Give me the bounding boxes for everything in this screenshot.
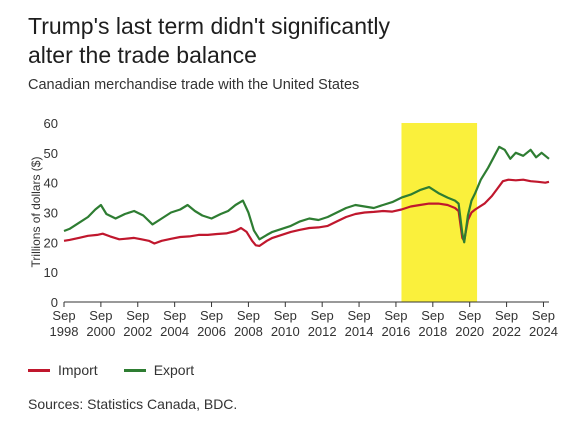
x-tick-label-month: Sep (89, 308, 112, 323)
x-tick-label-month: Sep (495, 308, 518, 323)
y-axis-label: Trillions of dollars ($) (29, 157, 43, 268)
y-tick-label: 60 (44, 116, 58, 131)
x-tick-label-year: 2014 (345, 324, 374, 339)
x-tick-label-month: Sep (200, 308, 223, 323)
x-tick-label-year: 2018 (418, 324, 447, 339)
trade-line-chart: 0102030405060Sep1998Sep2000Sep2002Sep200… (29, 116, 558, 339)
chart-title-line-1: Trump's last term didn't significantly (28, 13, 390, 39)
y-tick-label: 20 (44, 235, 58, 250)
x-tick-label-year: 2022 (492, 324, 521, 339)
x-tick-label-year: 2006 (197, 324, 226, 339)
x-tick-label-year: 1998 (50, 324, 79, 339)
x-tick-label-month: Sep (384, 308, 407, 323)
y-tick-label: 10 (44, 265, 58, 280)
x-tick-label-year: 2004 (160, 324, 189, 339)
x-tick-label-month: Sep (163, 308, 186, 323)
chart-title: Trump's last term didn't significantly a… (28, 12, 548, 70)
x-tick-label-month: Sep (274, 308, 297, 323)
x-tick-label-month: Sep (311, 308, 334, 323)
legend: Import Export (28, 362, 194, 378)
legend-item-export: Export (123, 362, 195, 378)
y-tick-label: 30 (44, 206, 58, 221)
y-tick-label: 50 (44, 146, 58, 161)
import-swatch (28, 368, 50, 372)
x-tick-label-year: 2016 (381, 324, 410, 339)
legend-label-import: Import (58, 362, 98, 378)
series-line-export (63, 145, 550, 244)
y-tick-label: 0 (51, 295, 58, 310)
legend-label-export: Export (153, 362, 195, 378)
x-tick-label-month: Sep (532, 308, 555, 323)
x-tick-label-year: 2024 (529, 324, 558, 339)
x-tick-label-month: Sep (52, 308, 75, 323)
x-tick-label-month: Sep (347, 308, 370, 323)
chart-title-line-2: alter the trade balance (28, 42, 257, 68)
x-tick-label-year: 2012 (308, 324, 337, 339)
export-swatch (123, 368, 146, 372)
legend-item-import: Import (28, 362, 98, 378)
x-tick-label-month: Sep (237, 308, 260, 323)
series-line-import (63, 178, 550, 247)
chart-subtitle: Canadian merchandise trade with the Unit… (28, 77, 360, 93)
x-tick-label-year: 2002 (123, 324, 152, 339)
y-tick-label: 40 (44, 176, 58, 191)
source-note: Sources: Statistics Canada, BDC. (28, 396, 238, 412)
x-tick-label-year: 2010 (271, 324, 300, 339)
highlight-band (401, 123, 478, 302)
x-tick-label-year: 2020 (455, 324, 484, 339)
x-tick-label-month: Sep (126, 308, 149, 323)
x-tick-label-year: 2000 (86, 324, 115, 339)
x-tick-label-month: Sep (421, 308, 444, 323)
x-tick-label-year: 2008 (234, 324, 263, 339)
x-tick-label-month: Sep (458, 308, 481, 323)
